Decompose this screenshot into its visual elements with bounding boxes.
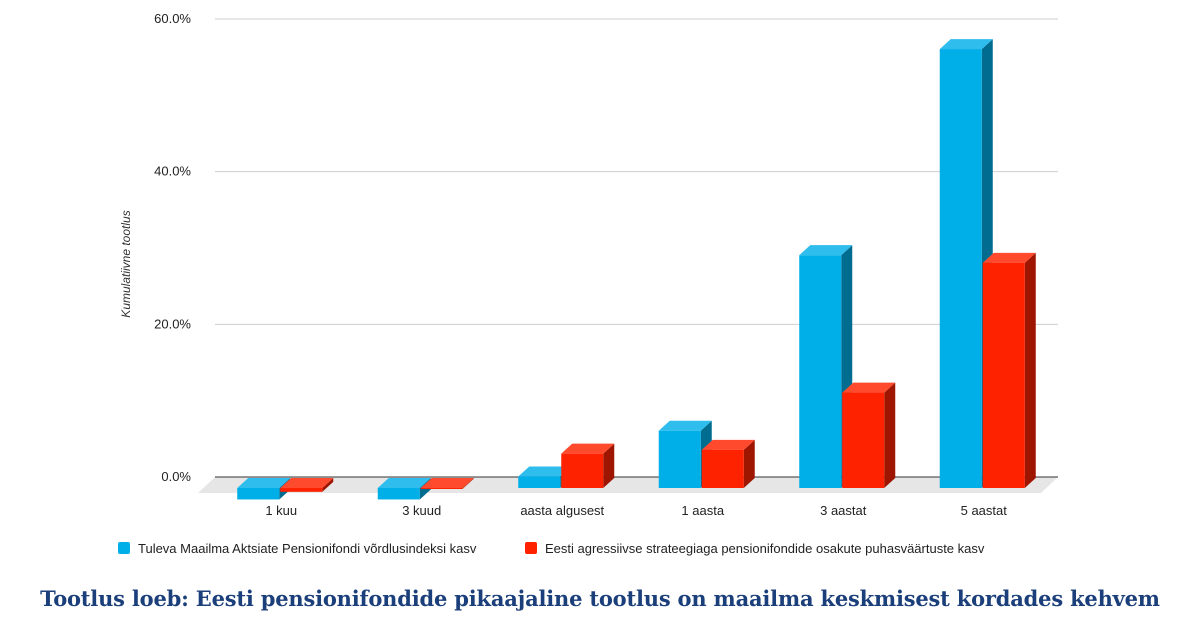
legend-label: Eesti agressiivse strateegiaga pensionif… [545,541,985,556]
x-tick-label: aasta algusest [520,503,604,518]
bar [280,478,334,492]
bar-front [561,453,604,488]
y-tick-label: 60.0% [154,11,191,26]
bar-front [982,262,1025,488]
legend-label: Tuleva Maailma Aktsiate Pensionifondi võ… [138,541,477,556]
footer-title: Tootlus loeb: Eesti pensionifondide pika… [40,586,1160,611]
bar-side [884,382,896,488]
bar-top [420,478,474,488]
bar-side [462,478,474,489]
bar-front [799,255,842,488]
bar-top [561,443,615,454]
legend: Tuleva Maailma Aktsiate Pensionifondi võ… [118,541,985,556]
y-axis-title: Kumulatiivne tootlus [119,210,133,317]
bar-side [322,478,334,492]
bar-front [280,488,323,492]
bar-side [743,439,755,488]
y-tick-label: 40.0% [154,164,191,179]
bar [561,443,615,488]
x-tick-label: 1 kuu [265,503,297,518]
bar-front [701,449,744,488]
legend-item: Eesti agressiivse strateegiaga pensionif… [525,541,985,556]
bar [982,252,1036,488]
y-tick-label: 0.0% [161,469,191,484]
bar-top [842,382,896,393]
bar-top [939,39,993,50]
x-axis-labels: 1 kuu 3 kuud aasta algusest 1 aasta 3 aastat… [265,503,1007,518]
x-tick-label: 1 aasta [681,503,724,518]
bar-top [237,478,291,488]
bar-top [377,478,431,488]
bar-top [280,478,334,488]
bar-top [982,252,1036,263]
legend-swatch [525,542,537,554]
bar [701,439,755,488]
bar-front [377,488,420,500]
x-tick-label: 3 kuud [402,503,441,518]
y-axis-ticks: 0.0% 20.0% 40.0% 60.0% [154,11,191,484]
x-tick-label: 5 aastat [961,503,1008,518]
bar-front [658,430,701,488]
bar [420,478,474,489]
bar [842,382,896,488]
bars [237,39,1036,500]
x-tick-label: 3 aastat [820,503,867,518]
bar-front [939,49,982,488]
bar-top [799,245,853,256]
bar-top [518,466,572,477]
bar-top [701,439,755,450]
bar-side [1024,252,1036,488]
bar-front [518,476,561,488]
legend-swatch [118,542,130,554]
bar-front [237,488,280,500]
gridlines [215,18,1058,478]
bar-front [842,392,885,488]
bar-side [603,443,615,488]
bar-front [420,488,463,489]
y-tick-label: 20.0% [154,316,191,331]
bar [939,39,993,488]
bar-top [658,420,712,431]
legend-item: Tuleva Maailma Aktsiate Pensionifondi võ… [118,541,477,556]
